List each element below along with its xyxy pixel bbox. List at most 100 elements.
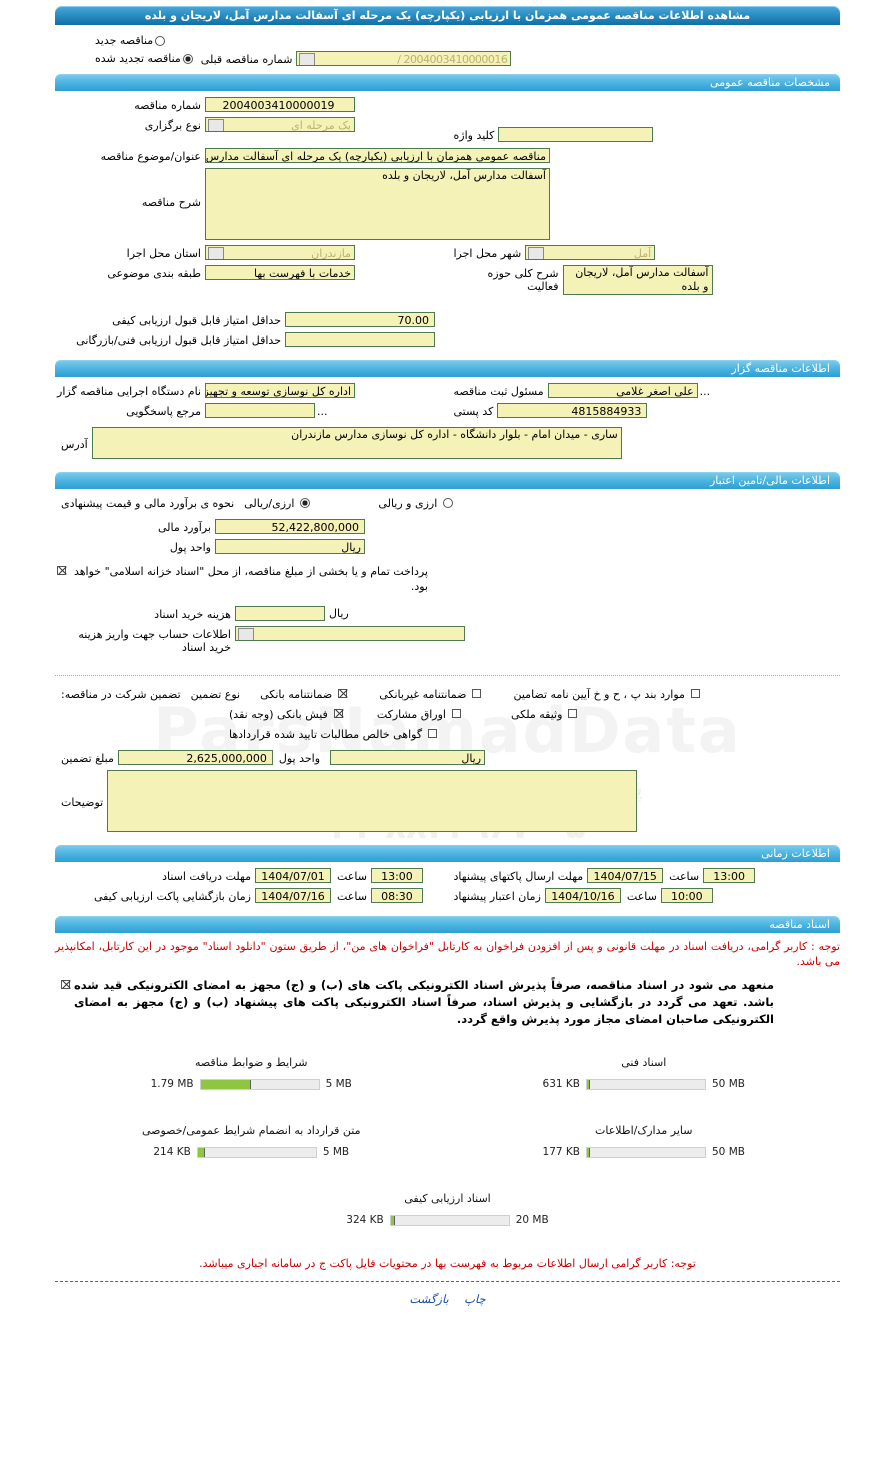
tender-new-radio[interactable] [155,35,166,46]
mode-rial-label: ارزی/ریالی [244,497,295,510]
section-header-organizer: اطلاعات مناقصه گزار [55,360,840,377]
section-guarantee: موارد بند پ ، ح و خ آیین نامه تضامین ضما… [55,684,840,845]
guarantee-option-5-label: وثیقه ملکی [511,708,563,721]
document-title-4: اسناد ارزیابی کیفی [404,1192,491,1205]
document-limit-0: 5 MB [325,1078,352,1090]
print-link[interactable]: چاپ [464,1292,486,1306]
timing-row-0-time[interactable]: 13:00 [370,868,423,883]
section-header-general: مشخصات مناقصه عمومی [55,74,840,91]
section-timing: 13:00 ساعت 1404/07/15 مهلت ارسال پاکتهای… [55,862,840,916]
document-size-0: 1.79 MB [150,1078,194,1090]
keyword-label: کلید واژه [453,129,495,142]
financial-estimate-input[interactable]: 52,422,800,000 [215,519,365,534]
currency-unit-input[interactable]: ریال [215,539,365,554]
mode-rial-radio[interactable] [300,497,311,508]
registrar-more-icon[interactable]: ... [699,385,711,398]
guarantee-notes-label: توضیحات [61,796,104,809]
commitment-checkbox[interactable] [61,980,70,989]
payment-account-select[interactable] [235,626,465,641]
execution-province-label: استان محل اجرا [126,247,201,260]
document-progress-4 [389,1214,510,1226]
activity-scope-textarea[interactable]: آسفالت مدارس آمل، لاریجان و بلده [562,265,713,295]
financial-estimate-label: برآورد مالی [158,521,211,534]
execution-city-select[interactable]: آمل [525,245,656,260]
footer-actions: چاپ بازگشت [0,1292,895,1306]
address-textarea[interactable]: ساری - میدان امام - بلوار دانشگاه - ادار… [91,427,622,459]
documents-notice: توجه : کاربر گرامی، دریافت اسناد در مهلت… [55,940,840,968]
doc-cost-input[interactable] [235,606,325,621]
timing-row-3-hour-label: ساعت [626,890,657,903]
document-title-0: شرایط و ضوابط مناقصه [195,1056,308,1069]
subject-category-input[interactable]: خدمات با فهرست بها [205,265,355,280]
treasury-checkbox[interactable] [57,566,66,575]
guarantee-currency-input[interactable]: ریال [330,750,486,765]
divider-footer [55,1281,840,1282]
agency-label: نام دستگاه اجرایی مناقصه گزار [57,385,201,398]
document-title-3: سایر مدارک/اطلاعات [595,1124,693,1137]
timing-row-3-label: زمان اعتبار پیشنهاد [453,890,541,903]
guarantee-option-6-label: گواهی خالص مطالبات تایید شده قراردادها [229,728,423,741]
currency-unit-label: واحد پول [169,541,211,554]
guarantee-option-4-checkbox[interactable] [452,709,461,718]
contact-reference-label: مرجع پاسخگویی [126,405,201,418]
section-header-timing: اطلاعات زمانی [55,845,840,862]
guarantee-option-1-label: ضمانتنامه غیربانکی [379,688,467,701]
tender-description-textarea[interactable]: آسفالت مدارس آمل، لاریجان و بلده [205,168,550,240]
contact-more-icon[interactable]: ... [317,405,328,418]
registrar-input[interactable]: علی اصغر غلامی [547,383,698,398]
timing-row-3-time[interactable]: 10:00 [660,888,713,903]
timing-row-0-label: مهلت دریافت اسناد [162,870,251,883]
estimation-mode-label: نحوه ی برآورد مالی و قیمت پیشنهادی [61,497,235,510]
document-progress-1 [586,1078,706,1090]
doc-cost-label: هزینه خرید اسناد [154,608,231,621]
timing-row-2-time[interactable]: 08:30 [370,888,423,903]
timing-row-0-date[interactable]: 1404/07/01 [255,868,331,883]
section-financial: ارزی و ریالی ارزی/ریالی نحوه ی برآورد ما… [55,489,840,667]
subject-category-label: طبقه بندی موضوعی [107,267,201,280]
holding-type-select[interactable]: یک مرحله ای [205,117,355,132]
tender-description-label: شرح مناقصه [141,196,201,209]
guarantee-option-5-checkbox[interactable] [568,709,578,718]
timing-row-0-hour-label: ساعت [337,870,367,883]
guarantee-option-1-checkbox[interactable] [472,689,482,698]
guarantee-option-3-checkbox[interactable] [333,709,343,718]
activity-scope-label: شرح کلی حوزه فعالیت [487,267,559,293]
postal-code-input[interactable]: 4815884933 [497,403,648,418]
document-progress-2 [196,1146,317,1158]
treasury-note-text: پرداخت تمام و یا بخشی از مبلغ مناقصه، از… [73,565,428,593]
tender-new-label: مناقصه جدید [95,34,154,47]
guarantee-amount-input[interactable]: 2,625,000,000 [117,750,273,765]
back-link[interactable]: بازگشت [409,1292,449,1306]
execution-city-value: آمل [633,247,652,260]
section-header-financial: اطلاعات مالی/تامین اعتبار [55,472,840,489]
agency-input[interactable]: اداره کل نوسازی توسعه و تجهیز مدارس استا… [205,383,355,398]
tender-renewed-radio[interactable] [182,53,193,64]
tender-subject-input[interactable]: مناقصه عمومی همزمان با ارزیابی (یکپارچه)… [205,148,550,163]
guarantee-option-6-checkbox[interactable] [428,729,438,738]
guarantee-notes-textarea[interactable] [107,770,638,832]
keyword-input[interactable] [498,127,654,142]
holding-type-value: یک مرحله ای [291,119,351,132]
timing-row-2-date[interactable]: 1404/07/16 [255,888,331,903]
guarantee-amount-label: مبلغ تضمین [61,752,114,765]
min-technical-score-label: حداقل امتیاز قابل قبول ارزیابی فنی/بازرگ… [76,334,281,347]
timing-row-1-time[interactable]: 13:00 [703,868,756,883]
documents-footer-notice: توجه: کاربر گرامی ارسال اطلاعات مربوط به… [199,1257,696,1270]
execution-province-value: مازندران [311,247,351,260]
timing-row-2-label: زمان بازگشایی پاکت ارزیابی کیفی [93,890,251,903]
timing-row-3-date[interactable]: 1404/10/16 [544,888,621,903]
timing-row-2-hour-label: ساعت [337,890,367,903]
previous-tender-number-select[interactable]: 2004003410000016 / [296,51,512,66]
doc-cost-currency: ریال [329,607,349,620]
guarantee-option-2-checkbox[interactable] [690,689,700,698]
guarantee-option-0-checkbox[interactable] [338,689,348,698]
min-quality-score-input[interactable]: 70.00 [285,312,435,327]
registrar-label: مسئول ثبت مناقصه [453,385,544,398]
guarantee-option-2-label: موارد بند پ ، ح و خ آیین نامه تضامین [513,688,685,701]
timing-row-1-date[interactable]: 1404/07/15 [587,868,664,883]
tender-number-input[interactable]: 2004003410000019 [205,97,355,112]
contact-reference-input[interactable] [205,403,315,418]
execution-province-select[interactable]: مازندران [205,245,355,260]
mode-both-radio[interactable] [443,497,454,508]
min-technical-score-input[interactable] [285,332,435,347]
